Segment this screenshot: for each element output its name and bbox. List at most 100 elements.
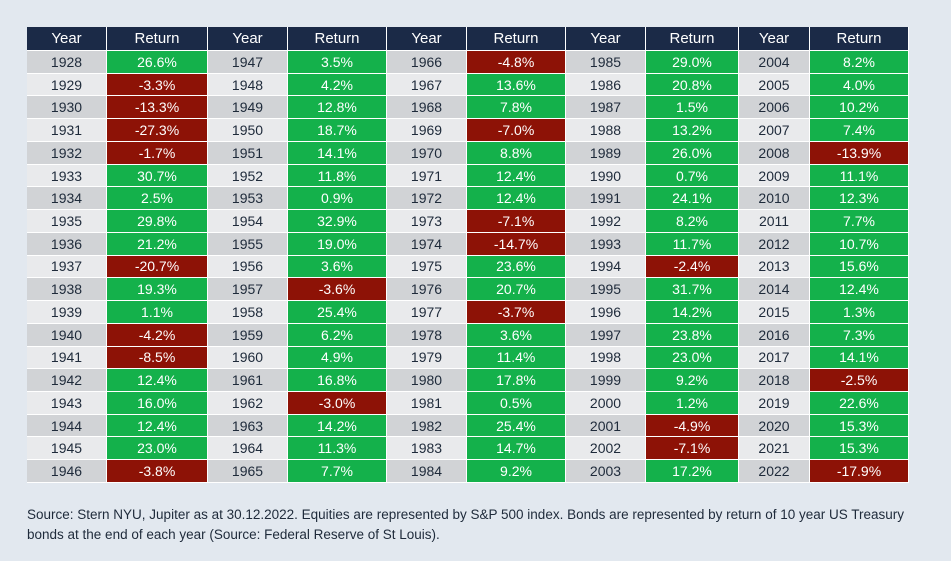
negative-return-cell: -20.7%	[107, 255, 208, 279]
column-header-year: Year	[387, 27, 467, 51]
year-cell: 1928	[27, 51, 107, 74]
positive-return-cell: 7.7%	[288, 460, 387, 483]
year-cell: 1969	[387, 119, 467, 142]
positive-return-cell: 12.4%	[810, 278, 909, 302]
year-cell: 1932	[27, 141, 107, 165]
year-cell: 1960	[208, 346, 288, 370]
negative-return-cell: -7.1%	[646, 437, 739, 461]
year-cell: 1997	[566, 323, 646, 347]
year-cell: 1974	[387, 232, 467, 256]
year-cell: 1991	[566, 187, 646, 211]
year-cell: 1961	[208, 369, 288, 393]
year-cell: 1981	[387, 392, 467, 415]
year-cell: 1995	[566, 278, 646, 302]
year-cell: 1987	[566, 96, 646, 120]
year-cell: 2012	[739, 232, 810, 256]
positive-return-cell: 18.7%	[288, 119, 387, 142]
year-cell: 1939	[27, 301, 107, 324]
negative-return-cell: -1.7%	[107, 141, 208, 165]
year-cell: 2009	[739, 164, 810, 188]
year-cell: 2010	[739, 187, 810, 211]
column-header-year: Year	[208, 27, 288, 51]
year-cell: 1968	[387, 96, 467, 120]
negative-return-cell: -7.0%	[467, 119, 566, 142]
positive-return-cell: 1.5%	[646, 96, 739, 120]
year-cell: 1986	[566, 73, 646, 97]
year-cell: 1989	[566, 141, 646, 165]
year-cell: 2015	[739, 301, 810, 324]
positive-return-cell: 1.1%	[107, 301, 208, 324]
year-cell: 2013	[739, 255, 810, 279]
year-cell: 1983	[387, 437, 467, 461]
positive-return-cell: 25.4%	[288, 301, 387, 324]
year-cell: 1959	[208, 323, 288, 347]
positive-return-cell: 31.7%	[646, 278, 739, 302]
year-cell: 1942	[27, 369, 107, 393]
year-cell: 1998	[566, 346, 646, 370]
year-cell: 2011	[739, 210, 810, 233]
positive-return-cell: 8.2%	[810, 51, 909, 74]
year-cell: 1936	[27, 232, 107, 256]
positive-return-cell: 2.5%	[107, 187, 208, 211]
positive-return-cell: 26.0%	[646, 141, 739, 165]
year-cell: 1999	[566, 369, 646, 393]
year-cell: 1970	[387, 141, 467, 165]
year-cell: 1979	[387, 346, 467, 370]
year-cell: 1931	[27, 119, 107, 142]
year-cell: 1940	[27, 323, 107, 347]
year-cell: 1982	[387, 414, 467, 438]
year-cell: 1948	[208, 73, 288, 97]
year-cell: 1952	[208, 164, 288, 188]
positive-return-cell: 7.3%	[810, 323, 909, 347]
year-cell: 1951	[208, 141, 288, 165]
negative-return-cell: -27.3%	[107, 119, 208, 142]
positive-return-cell: 12.4%	[107, 414, 208, 438]
year-cell: 1955	[208, 232, 288, 256]
positive-return-cell: 7.4%	[810, 119, 909, 142]
year-cell: 1935	[27, 210, 107, 233]
year-cell: 1971	[387, 164, 467, 188]
year-cell: 2016	[739, 323, 810, 347]
column-header-year: Year	[27, 27, 107, 51]
year-cell: 1947	[208, 51, 288, 74]
positive-return-cell: 12.8%	[288, 96, 387, 120]
year-cell: 1996	[566, 301, 646, 324]
year-cell: 1978	[387, 323, 467, 347]
column-header-return: Return	[288, 27, 387, 51]
negative-return-cell: -4.8%	[467, 51, 566, 74]
positive-return-cell: 29.8%	[107, 210, 208, 233]
positive-return-cell: 8.2%	[646, 210, 739, 233]
negative-return-cell: -3.6%	[288, 278, 387, 302]
positive-return-cell: 4.9%	[288, 346, 387, 370]
positive-return-cell: 0.5%	[467, 392, 566, 415]
year-cell: 1938	[27, 278, 107, 302]
positive-return-cell: 10.7%	[810, 232, 909, 256]
positive-return-cell: 23.8%	[646, 323, 739, 347]
positive-return-cell: 3.5%	[288, 51, 387, 74]
positive-return-cell: 23.0%	[107, 437, 208, 461]
positive-return-cell: 10.2%	[810, 96, 909, 120]
year-cell: 1957	[208, 278, 288, 302]
negative-return-cell: -4.2%	[107, 323, 208, 347]
positive-return-cell: 15.3%	[810, 437, 909, 461]
positive-return-cell: 4.2%	[288, 73, 387, 97]
year-cell: 1988	[566, 119, 646, 142]
year-cell: 2017	[739, 346, 810, 370]
year-cell: 1950	[208, 119, 288, 142]
year-cell: 1985	[566, 51, 646, 74]
year-cell: 1937	[27, 255, 107, 279]
positive-return-cell: 26.6%	[107, 51, 208, 74]
year-cell: 2004	[739, 51, 810, 74]
positive-return-cell: 1.3%	[810, 301, 909, 324]
year-cell: 2018	[739, 369, 810, 393]
positive-return-cell: 4.0%	[810, 73, 909, 97]
year-cell: 1984	[387, 460, 467, 483]
year-cell: 2003	[566, 460, 646, 483]
source-note: Source: Stern NYU, Jupiter as at 30.12.2…	[27, 507, 904, 542]
positive-return-cell: 15.6%	[810, 255, 909, 279]
year-cell: 1980	[387, 369, 467, 393]
year-cell: 2022	[739, 460, 810, 483]
positive-return-cell: 21.2%	[107, 232, 208, 256]
year-cell: 1934	[27, 187, 107, 211]
year-cell: 2008	[739, 141, 810, 165]
